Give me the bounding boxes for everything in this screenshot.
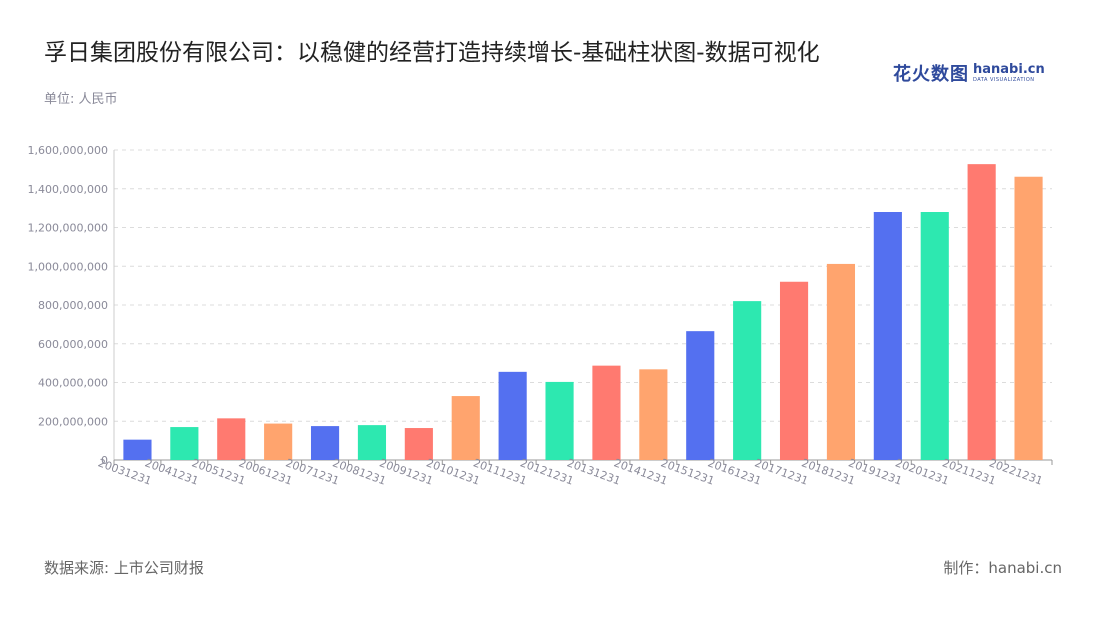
bar	[1014, 176, 1043, 461]
x-tick-label: 20141231	[612, 456, 669, 487]
bar	[733, 301, 762, 460]
x-tick-label: 20071231	[284, 456, 341, 487]
bar	[545, 381, 574, 460]
x-tick-label: 20161231	[706, 456, 763, 487]
logo-cn-text: 花火数图	[893, 64, 969, 85]
x-tick-label: 20041231	[143, 456, 200, 487]
unit-label: 单位: 人民币	[44, 92, 118, 107]
bar	[686, 331, 715, 460]
x-tick-label: 20131231	[565, 456, 622, 487]
bar	[873, 212, 902, 460]
bar	[920, 212, 949, 460]
x-tick-label: 20151231	[659, 456, 716, 487]
logo-en-text: hanabi.cn	[973, 62, 1045, 77]
bar	[123, 439, 152, 460]
bar	[264, 423, 293, 460]
page-title: 孚日集团股份有限公司：以稳健的经营打造持续增长-基础柱状图-数据可视化	[44, 40, 820, 66]
y-tick-label: 1,000,000,000	[28, 260, 108, 273]
y-tick-label: 1,200,000,000	[28, 222, 108, 235]
logo-en-subtext: DATA VISUALIZATION	[973, 77, 1035, 83]
x-tick-label: 20081231	[331, 456, 388, 487]
bar	[357, 425, 387, 460]
y-tick-label: 1,400,000,000	[28, 183, 108, 196]
x-tick-label: 20171231	[753, 456, 810, 487]
bar	[592, 365, 621, 460]
brand-logo: 花火数图 hanabi.cn DATA VISUALIZATION	[893, 60, 1045, 86]
y-tick-label: 800,000,000	[38, 299, 108, 312]
x-tick-label: 20191231	[847, 456, 904, 487]
bar	[404, 428, 433, 460]
x-tick-label: 20061231	[237, 456, 294, 487]
credit-text: 制作：hanabi.cn	[943, 559, 1062, 577]
bar	[639, 369, 668, 460]
bar	[498, 371, 527, 460]
x-tick-label: 20101231	[425, 456, 482, 487]
x-tick-label: 20121231	[518, 456, 575, 487]
bar	[170, 427, 199, 460]
bar	[826, 263, 856, 460]
x-tick-label: 20051231	[190, 456, 247, 487]
bar	[217, 418, 246, 460]
y-tick-label: 0	[101, 454, 108, 467]
x-tick-label: 20181231	[800, 456, 857, 487]
y-tick-label: 400,000,000	[38, 377, 108, 390]
x-tick-label: 20091231	[378, 456, 435, 487]
x-tick-label: 20211231	[940, 456, 997, 487]
bar	[779, 281, 809, 460]
y-tick-label: 600,000,000	[38, 338, 108, 351]
x-tick-label: 20111231	[471, 456, 528, 487]
bar	[967, 164, 996, 461]
x-tick-label: 20201231	[894, 456, 951, 487]
y-tick-label: 200,000,000	[38, 415, 108, 428]
x-tick-label: 20031231	[96, 456, 153, 487]
bar	[451, 396, 480, 460]
x-tick-label: 20221231	[987, 456, 1044, 487]
bar	[310, 426, 340, 460]
y-tick-label: 1,600,000,000	[28, 144, 108, 157]
logo-en: hanabi.cn DATA VISUALIZATION	[973, 63, 1045, 83]
data-source: 数据来源: 上市公司财报	[44, 559, 204, 577]
